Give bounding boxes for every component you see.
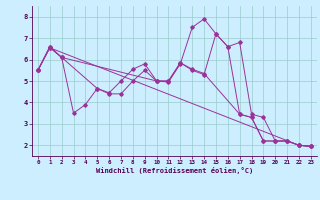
X-axis label: Windchill (Refroidissement éolien,°C): Windchill (Refroidissement éolien,°C): [96, 167, 253, 174]
